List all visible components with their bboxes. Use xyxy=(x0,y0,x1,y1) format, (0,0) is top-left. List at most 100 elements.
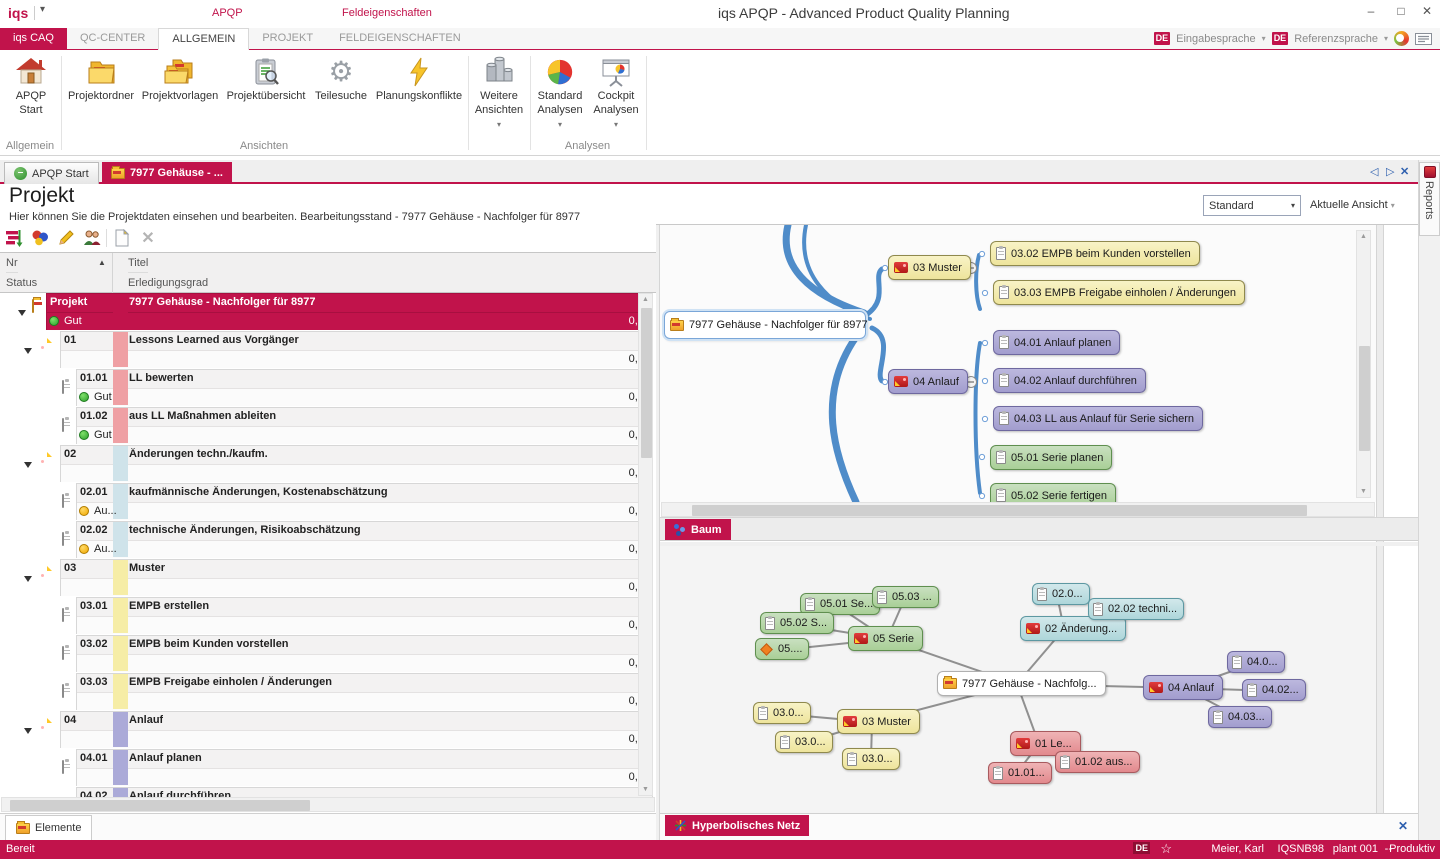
column-header-status[interactable]: Status xyxy=(6,277,38,289)
tab-elemente[interactable]: Elemente xyxy=(5,815,93,840)
scrollbar-thumb[interactable] xyxy=(692,505,1307,516)
cockpit-analysen-button[interactable]: Cockpit Analysen ▾ xyxy=(589,54,643,129)
tree-node-05-01[interactable]: 05.01 Serie planen xyxy=(990,445,1113,470)
gantt-view-button[interactable] xyxy=(4,228,24,248)
column-header-erledigungsgrad[interactable]: Erledigungsgrad xyxy=(128,277,209,289)
chevron-down-icon[interactable]: ▾ xyxy=(1261,34,1266,43)
tab-scroll-left-button[interactable]: ◁ xyxy=(1370,166,1379,178)
new-document-button[interactable] xyxy=(112,228,132,248)
pane-close-button[interactable]: ✕ xyxy=(1398,819,1409,833)
table-horizontal-scrollbar[interactable] xyxy=(1,797,655,812)
tree-node-04-02[interactable]: 04.02 Anlauf durchführen xyxy=(993,368,1146,393)
net-node-04-01[interactable]: 04.0... xyxy=(1227,651,1285,673)
tab-baum[interactable]: Baum xyxy=(665,519,731,540)
net-node-02[interactable]: 02 Änderung... xyxy=(1020,616,1127,641)
weitere-ansichten-button[interactable]: Weitere Ansichten ▾ xyxy=(470,54,528,129)
projektvorlagen-button[interactable]: Projektvorlagen xyxy=(140,54,220,104)
tab-hyperbolisches-netz[interactable]: Hyperbolisches Netz xyxy=(665,815,810,836)
tree-node-04-01[interactable]: 04.01 Anlauf planen xyxy=(993,330,1121,355)
net-node-02-01[interactable]: 02.0... xyxy=(1032,583,1090,605)
column-header-titel[interactable]: Titel xyxy=(128,253,149,273)
table-row-01-01[interactable]: 01.01 LL bewerten Gut 0,00 xyxy=(0,369,656,407)
projektordner-button[interactable]: Projektordner xyxy=(64,54,138,104)
scrollbar-thumb[interactable] xyxy=(1359,346,1370,451)
net-node-01-02[interactable]: 01.02 aus... xyxy=(1055,751,1140,773)
input-language-label[interactable]: Eingabesprache xyxy=(1176,32,1256,45)
collapse-icon[interactable] xyxy=(18,310,26,316)
ribbon-tab-iqs-caq[interactable]: iqs CAQ xyxy=(0,28,67,49)
collapse-icon[interactable] xyxy=(24,728,32,734)
tree-node-03-02[interactable]: 03.02 EMPB beim Kunden vorstellen xyxy=(990,241,1200,266)
table-row-02[interactable]: 02 Änderungen techn./kaufm. 0,00 xyxy=(0,445,656,483)
collapse-icon[interactable] xyxy=(24,462,32,468)
close-button[interactable]: ✕ xyxy=(1421,4,1433,18)
tab-close-button[interactable]: ✕ xyxy=(1400,166,1410,178)
table-row-01[interactable]: 01 Lessons Learned aus Vorgänger 0,00 xyxy=(0,331,656,369)
collapse-icon[interactable] xyxy=(24,348,32,354)
net-node-04-02[interactable]: 04.02... xyxy=(1242,679,1306,701)
maximize-button[interactable]: □ xyxy=(1397,4,1405,18)
reports-tab[interactable]: Reports xyxy=(1419,162,1440,236)
column-divider[interactable] xyxy=(112,253,113,293)
net-node-03-c[interactable]: 03.0... xyxy=(842,748,900,770)
tab-scroll-right-button[interactable]: ▷ xyxy=(1386,166,1395,178)
keyboard-icon[interactable] xyxy=(1415,32,1432,46)
net-node-05-01[interactable]: 05.01 Se... xyxy=(800,593,881,615)
team-button[interactable] xyxy=(82,228,102,248)
table-row-04-01[interactable]: 04.01 Anlauf planen 0,00 xyxy=(0,749,656,787)
planungskonflikte-button[interactable]: Planungskonflikte xyxy=(372,54,466,104)
net-node-02-02[interactable]: 02.02 techni... xyxy=(1088,598,1185,620)
menu-feldeigenschaften[interactable]: Feldeigenschaften xyxy=(342,7,432,19)
net-node-root[interactable]: 7977 Gehäuse - Nachfolg... xyxy=(937,671,1106,696)
net-node-04[interactable]: 04 Anlauf xyxy=(1143,675,1223,700)
scrollbar-thumb[interactable] xyxy=(641,308,652,458)
quick-access-caret-icon[interactable]: ▾ xyxy=(40,4,46,15)
table-row-03[interactable]: 03 Muster 0,00 xyxy=(0,559,656,597)
apqp-start-button[interactable]: APQP Start xyxy=(4,54,58,118)
net-node-05[interactable]: 05 Serie xyxy=(848,626,923,651)
tree-node-03[interactable]: 03 Muster xyxy=(888,255,971,280)
net-node-03-a[interactable]: 03.0... xyxy=(753,702,811,724)
tree-node-04[interactable]: 04 Anlauf xyxy=(888,369,968,394)
tree-vertical-scrollbar[interactable]: ▲ ▼ xyxy=(1356,230,1371,498)
teilesuche-button[interactable]: ⚙ Teilesuche xyxy=(315,56,367,103)
ribbon-tab-feldeigenschaften[interactable]: FELDEIGENSCHAFTEN xyxy=(339,32,461,44)
delete-button[interactable]: ✕ xyxy=(138,228,158,248)
table-row-03-01[interactable]: 03.01 EMPB erstellen 0,00 xyxy=(0,597,656,635)
table-row-01-02[interactable]: 01.02 aus LL Maßnahmen ableiten Gut 0,00 xyxy=(0,407,656,445)
net-node-01-01[interactable]: 01.01... xyxy=(988,762,1052,784)
net-node-01[interactable]: 01 Le... xyxy=(1010,731,1081,756)
language-circle-icon[interactable] xyxy=(1394,31,1409,46)
pane-splitter[interactable] xyxy=(656,225,660,840)
table-row-04-02[interactable]: 04.02 Anlauf durchführen 0,00 xyxy=(0,787,656,797)
tree-node-04-03[interactable]: 04.03 LL aus Anlauf für Serie sichern xyxy=(993,406,1203,431)
table-row-03-03[interactable]: 03.03 EMPB Freigabe einholen / Änderunge… xyxy=(0,673,656,711)
net-node-03[interactable]: 03 Muster xyxy=(837,709,920,734)
table-row-projekt[interactable]: Projekt 7977 Gehäuse - Nachfolger für 89… xyxy=(0,293,656,331)
table-row-02-02[interactable]: 02.02 technische Änderungen, Risikoabsch… xyxy=(0,521,656,559)
ribbon-tab-projekt[interactable]: PROJEKT xyxy=(262,32,314,44)
reference-language-label[interactable]: Referenzsprache xyxy=(1294,32,1378,45)
ribbon-tab-qc-center[interactable]: QC-CENTER xyxy=(79,32,146,44)
edit-button[interactable] xyxy=(56,228,76,248)
net-node-04-03[interactable]: 04.03... xyxy=(1208,706,1272,728)
pane-splitter[interactable] xyxy=(660,542,1418,546)
chevron-down-icon[interactable]: ▾ xyxy=(1383,34,1388,43)
table-row-04[interactable]: 04 Anlauf 0,00 xyxy=(0,711,656,749)
table-row-02-01[interactable]: 02.01 kaufmännische Änderungen, Kostenab… xyxy=(0,483,656,521)
projektuebersicht-button[interactable]: Projektübersicht xyxy=(224,54,308,104)
view-select[interactable]: Standard ▾ xyxy=(1203,195,1301,216)
standard-analysen-button[interactable]: Standard Analysen ▾ xyxy=(533,54,587,129)
current-view-dropdown[interactable]: Aktuelle Ansicht ▾ xyxy=(1310,199,1395,211)
collapse-icon[interactable] xyxy=(24,576,32,582)
tree-node-05-02[interactable]: 05.02 Serie fertigen xyxy=(990,483,1117,502)
favorite-star-icon[interactable]: ☆ xyxy=(1160,841,1172,856)
scrollbar-thumb[interactable] xyxy=(10,800,310,811)
minimize-button[interactable]: – xyxy=(1367,4,1375,18)
net-node-03-b[interactable]: 03.0... xyxy=(775,731,833,753)
tab-7977-gehaeuse[interactable]: 7977 Gehäuse - ... xyxy=(102,162,232,184)
tree-node-root[interactable]: 7977 Gehäuse - Nachfolger für 8977 xyxy=(664,311,868,339)
net-node-05-03[interactable]: 05.03 ... xyxy=(872,586,939,608)
table-vertical-scrollbar[interactable]: ▲ ▼ xyxy=(638,293,653,796)
ribbon-tab-allgemein[interactable]: ALLGEMEIN xyxy=(158,28,250,50)
